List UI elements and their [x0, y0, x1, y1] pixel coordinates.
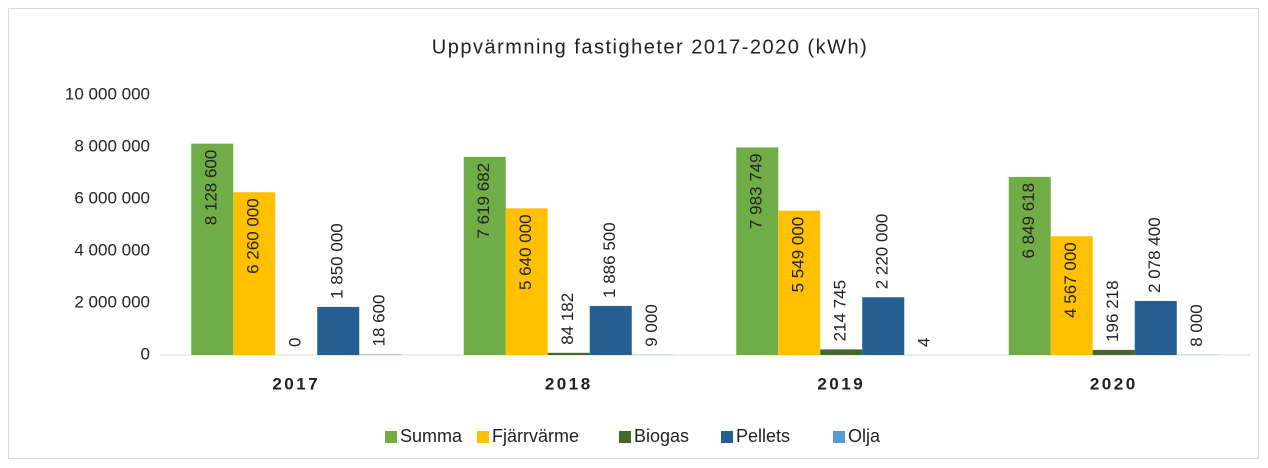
y-tick-label: 10 000 000 — [65, 84, 150, 103]
y-tick-label: 0 — [141, 344, 150, 363]
x-tick-label: 2018 — [545, 374, 593, 393]
data-label: 0 — [286, 338, 305, 347]
data-label: 18 600 — [370, 295, 389, 347]
data-label: 5 640 000 — [516, 214, 535, 290]
data-label: 6 849 618 — [1019, 183, 1038, 259]
data-label: 7 983 749 — [747, 153, 766, 229]
legend-swatch — [477, 431, 489, 443]
bar — [505, 208, 548, 355]
data-label: 2 078 400 — [1145, 217, 1164, 293]
data-label: 4 567 000 — [1061, 242, 1080, 318]
bar — [233, 192, 276, 355]
bar — [547, 352, 590, 355]
data-label: 5 549 000 — [789, 217, 808, 293]
legend-swatch — [721, 431, 733, 443]
bar — [1050, 236, 1093, 355]
bar — [1092, 349, 1135, 355]
legend-swatch — [619, 431, 631, 443]
bar — [191, 143, 234, 355]
bar — [820, 349, 863, 355]
bar — [862, 297, 905, 355]
legend-label: Summa — [400, 426, 463, 446]
data-label: 8 128 600 — [202, 150, 221, 226]
x-tick-label: 2019 — [817, 374, 865, 393]
legend-swatch — [385, 431, 397, 443]
bar — [1134, 300, 1177, 355]
data-label: 1 886 500 — [600, 222, 619, 298]
legend-label: Fjärrvärme — [492, 426, 579, 446]
data-label: 1 850 000 — [328, 223, 347, 299]
y-tick-label: 8 000 000 — [74, 136, 150, 155]
data-label: 214 745 — [831, 280, 850, 341]
bar — [589, 305, 632, 355]
legend-label: Pellets — [736, 426, 790, 446]
data-label: 9 000 — [642, 304, 661, 347]
x-tick-label: 2017 — [272, 374, 320, 393]
chart-title: Uppvärmning fastigheter 2017-2020 (kWh) — [432, 36, 868, 58]
data-label: 8 000 — [1187, 304, 1206, 347]
bar — [736, 147, 779, 355]
bar — [463, 156, 506, 355]
legend-swatch — [833, 431, 845, 443]
data-label: 7 619 682 — [474, 163, 493, 239]
data-label: 196 218 — [1103, 280, 1122, 341]
data-label: 4 — [915, 338, 934, 347]
y-tick-label: 4 000 000 — [74, 240, 150, 259]
bar — [778, 210, 821, 355]
legend-label: Biogas — [634, 426, 689, 446]
data-label: 84 182 — [558, 293, 577, 345]
y-tick-label: 2 000 000 — [74, 292, 150, 311]
y-tick-label: 6 000 000 — [74, 188, 150, 207]
legend-label: Olja — [848, 426, 881, 446]
data-label: 2 220 000 — [873, 214, 892, 290]
bar — [317, 306, 360, 355]
data-label: 6 260 000 — [244, 198, 263, 274]
x-tick-label: 2020 — [1090, 374, 1138, 393]
bar — [1008, 176, 1051, 355]
